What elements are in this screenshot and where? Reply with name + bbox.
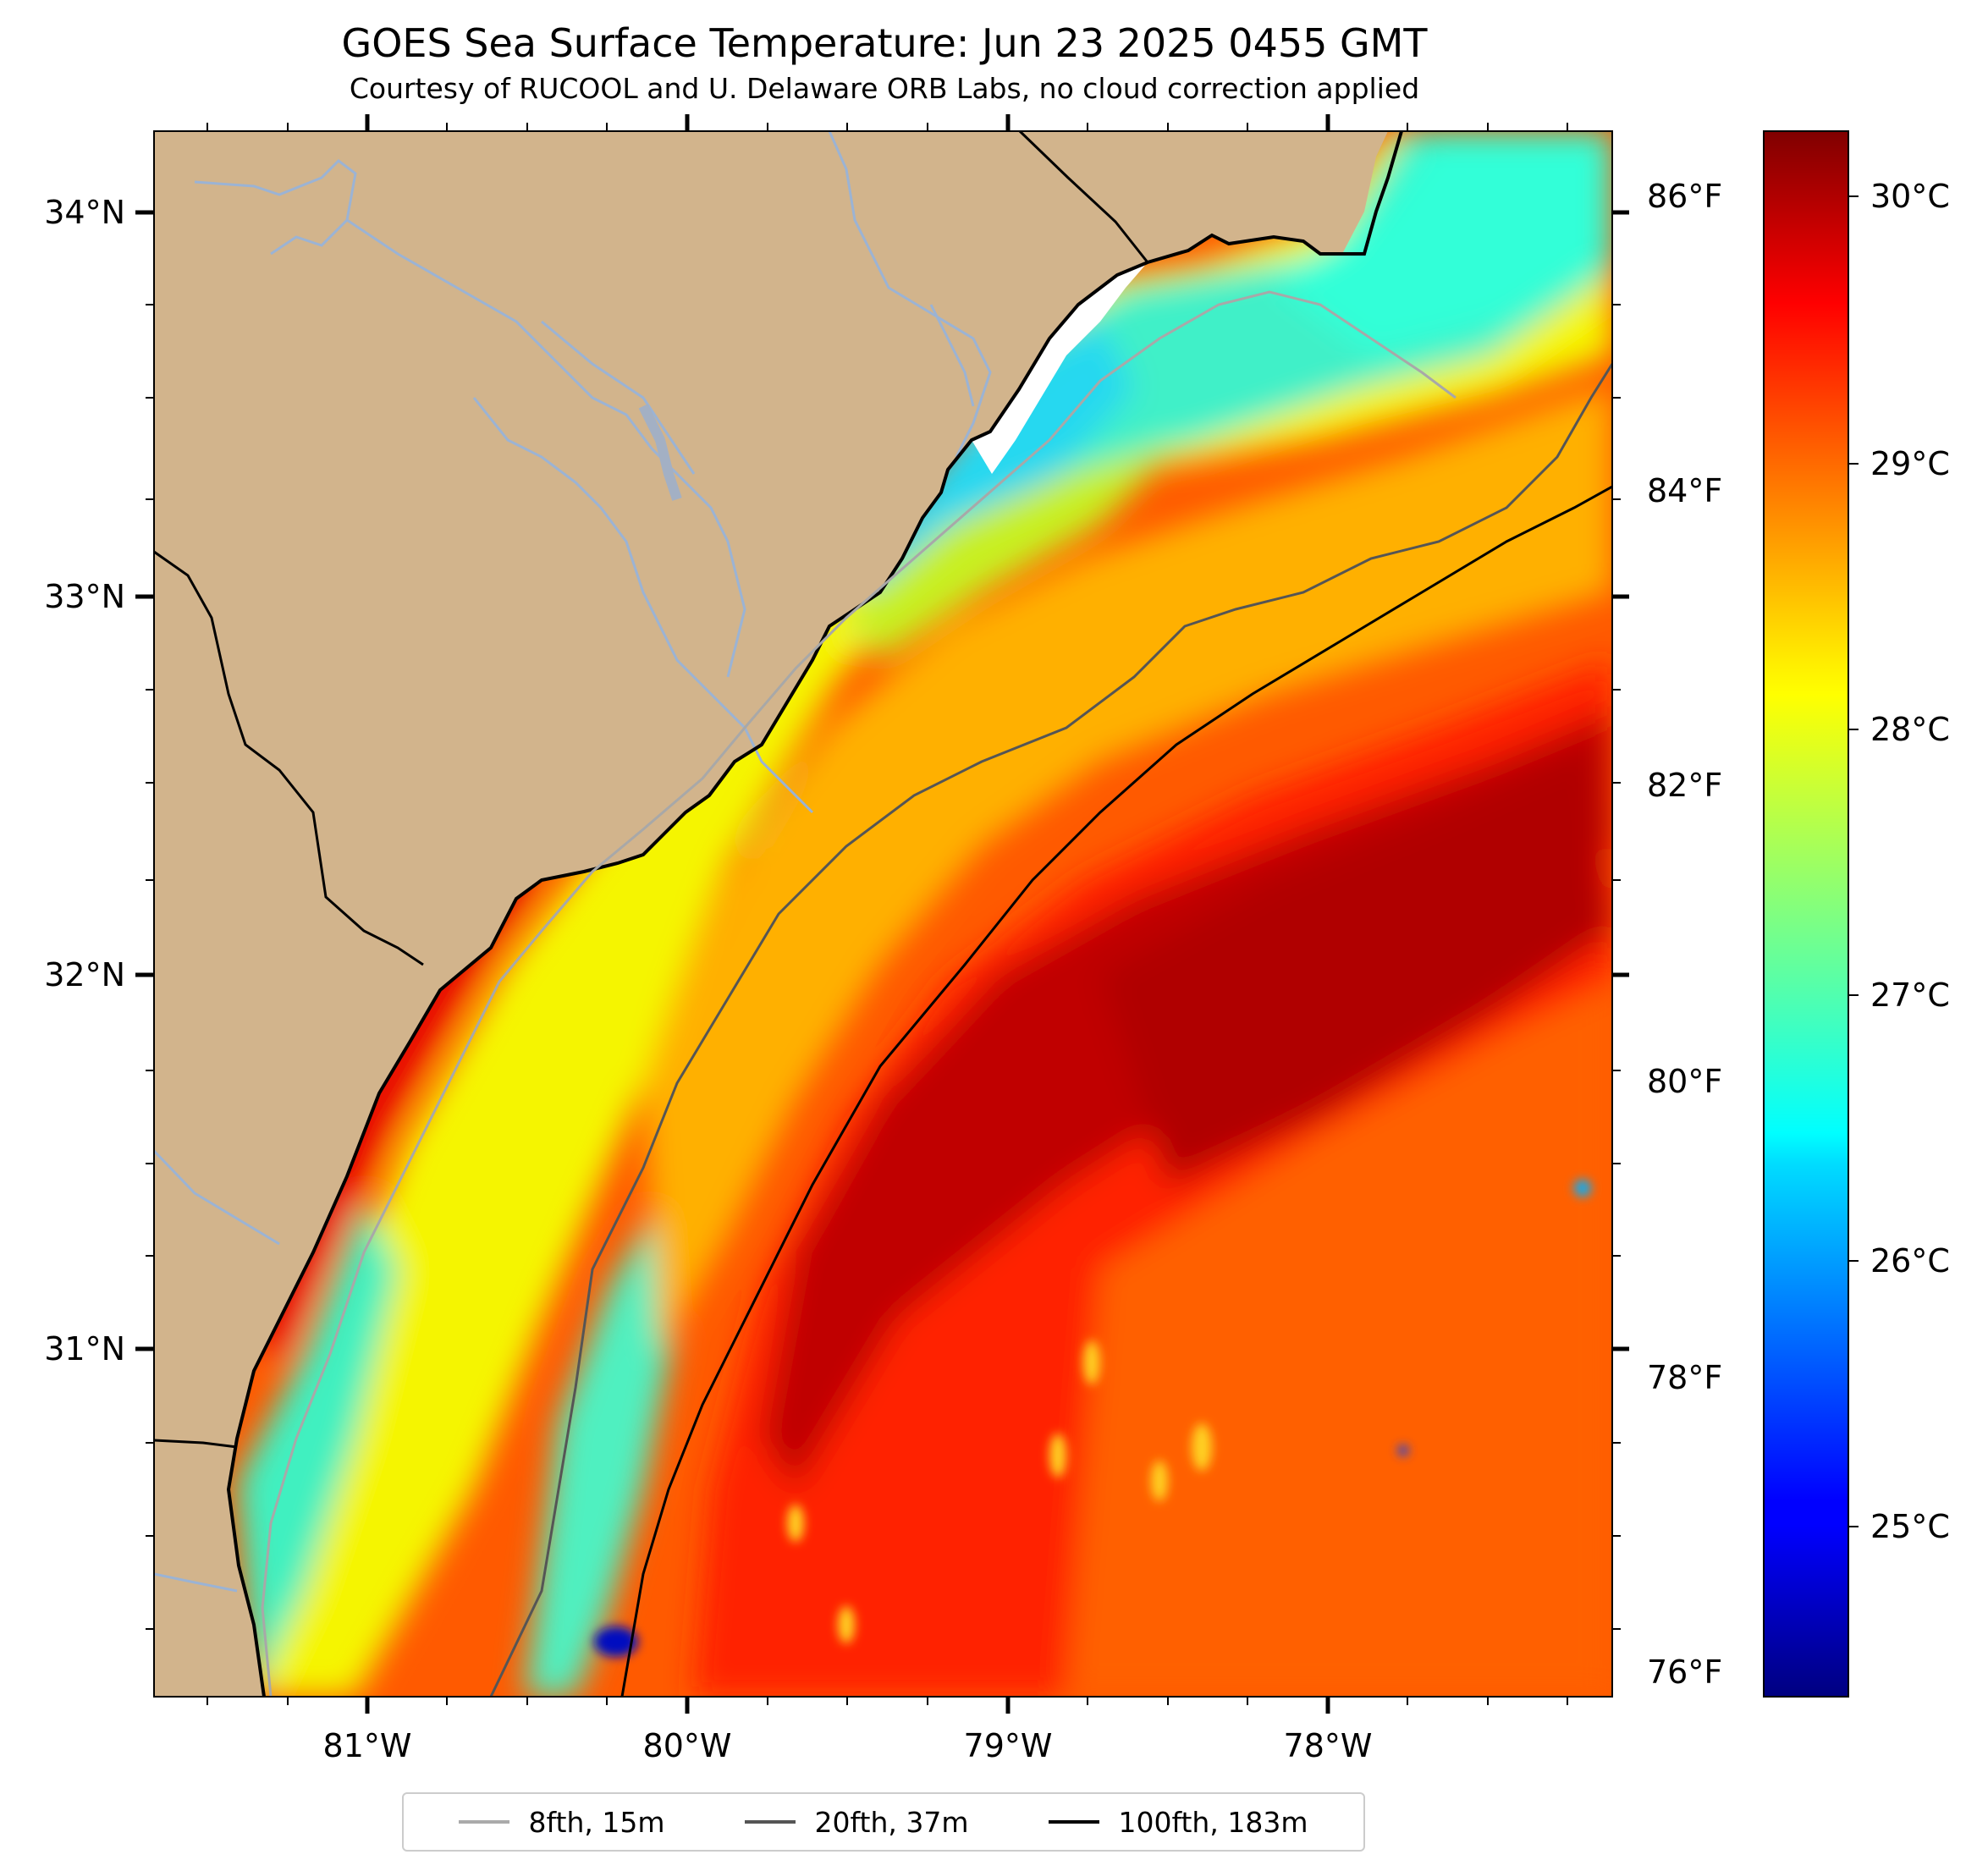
- map-subtitle: Courtesy of RUCOOL and U. Delaware ORB L…: [350, 72, 1419, 105]
- f-tick-label-80: 80°F: [1647, 1063, 1722, 1100]
- lon-tick-label-78: 78°W: [1284, 1727, 1373, 1764]
- colorbar: 30°C 29°C 28°C 27°C 26°C 25°C: [1763, 130, 1950, 1698]
- lat-tick-label-33: 33°N: [44, 578, 125, 615]
- lat-tick-label-34: 34°N: [44, 194, 125, 231]
- lon-tick-label-79: 79°W: [964, 1727, 1053, 1764]
- state-boundaries: [154, 131, 1149, 1449]
- f-tick-label-86: 86°F: [1647, 178, 1722, 215]
- c-tick-label-29: 29°C: [1870, 445, 1950, 482]
- isobath-100fth: [620, 485, 1612, 1697]
- f-tick-label-76: 76°F: [1647, 1654, 1722, 1691]
- colorbar-gradient: [1763, 130, 1849, 1698]
- nearshore-gap: [972, 262, 1148, 474]
- fahrenheit-axis: 86°F 84°F 82°F 80°F 78°F 76°F: [1612, 178, 1722, 1691]
- land-mass: [154, 131, 1388, 1697]
- legend-item-20fth: 20fth, 37m: [745, 1806, 968, 1839]
- legend-swatch-20fth: [745, 1820, 796, 1824]
- f-tick-label-82: 82°F: [1647, 767, 1722, 804]
- isobath-8fth: [261, 290, 1457, 1697]
- legend-label-100fth: 100fth, 183m: [1118, 1805, 1308, 1839]
- c-tick-label-26: 26°C: [1870, 1242, 1950, 1279]
- lat-tick-label-32: 32°N: [44, 956, 125, 993]
- lat-tick-label-31: 31°N: [44, 1330, 125, 1367]
- c-tick-label-27: 27°C: [1870, 977, 1950, 1014]
- lon-tick-label-80: 80°W: [643, 1727, 732, 1764]
- legend-swatch-100fth: [1049, 1820, 1100, 1824]
- legend-item-8fth: 8fth, 15m: [459, 1805, 665, 1839]
- c-tick-label-30: 30°C: [1870, 178, 1950, 215]
- legend-label-8fth: 8fth, 15m: [528, 1805, 665, 1839]
- rivers: [154, 131, 992, 1593]
- map-title: GOES Sea Surface Temperature: Jun 23 202…: [342, 20, 1429, 66]
- legend-label-20fth: 20fth, 37m: [814, 1805, 969, 1839]
- isobath-20fth: [489, 363, 1612, 1697]
- isobaths: [261, 290, 1612, 1697]
- map-frame: [153, 130, 1613, 1698]
- map-panel: [154, 131, 1612, 1697]
- longitude-axis: 81°W 80°W 79°W 78°W: [207, 114, 1568, 1764]
- latitude-axis: 34°N 33°N 32°N 31°N: [44, 194, 154, 1630]
- legend-swatch-8fth: [459, 1820, 510, 1824]
- legend-item-100fth: 100fth, 183m: [1049, 1806, 1308, 1839]
- lon-tick-label-81: 81°W: [323, 1727, 412, 1764]
- c-tick-label-25: 25°C: [1870, 1508, 1950, 1545]
- f-tick-label-84: 84°F: [1647, 472, 1722, 509]
- isobath-legend: 8fth, 15m 20fth, 37m 100fth, 183m: [402, 1792, 1365, 1852]
- f-tick-label-78: 78°F: [1647, 1359, 1722, 1396]
- c-tick-label-28: 28°C: [1870, 711, 1950, 748]
